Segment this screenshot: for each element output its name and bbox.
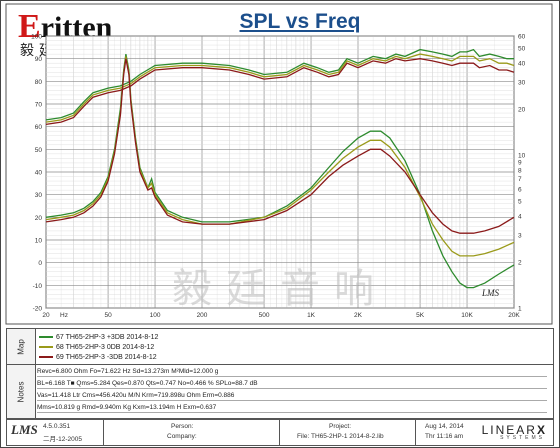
notes-tab[interactable]: Notes [7, 365, 36, 419]
left-tick-label: 0 [38, 260, 42, 267]
lms-logo: LMS [11, 422, 38, 437]
legend-swatch [39, 356, 53, 359]
legend-label: 69 TH65-2HP-3 -3DB 2014-8-12 [56, 354, 157, 361]
file-label: File: TH65-2HP-1 2014-8-2.lib [297, 433, 384, 440]
notes-panel: Notes Revc=6.800 Ohm Fo=71.622 Hz Sd=13.… [6, 364, 554, 420]
x-tick-label: 50 [104, 312, 112, 319]
legend-label: 68 TH65-2HP-3 0DB 2014-8-12 [56, 344, 155, 351]
note-rule [37, 400, 547, 401]
left-tick-label: 40 [35, 170, 43, 177]
right-tick-label: 6 [518, 186, 522, 193]
left-tick-label: -20 [33, 306, 43, 313]
x-tick-label: 500 [259, 312, 270, 319]
right-tick-label: 2 [518, 259, 522, 266]
note-rule [37, 376, 547, 377]
right-tick-label: 4 [518, 213, 522, 220]
left-tick-label: 30 [35, 192, 43, 199]
legend-entry[interactable]: 69 TH65-2HP-3 -3DB 2014-8-12 [39, 353, 157, 362]
left-tick-label: 50 [35, 147, 43, 154]
footer-divider [279, 419, 280, 445]
note-rule [37, 388, 547, 389]
x-tick-label: 100 [150, 312, 161, 319]
chart-title: SPL vs Freq [239, 10, 361, 33]
date-text: Aug 14, 2014 [425, 423, 464, 430]
left-tick-label: 90 [35, 56, 43, 63]
project-label: Project: [329, 423, 352, 430]
x-tick-label: 1K [307, 312, 316, 319]
left-tick-label: -10 [33, 283, 43, 290]
footer-bar: LMS 4.5.0.351 二月-12-2005 Person: Company… [6, 418, 554, 446]
right-tick-label: 3 [518, 233, 522, 240]
legend-label: 67 TH65-2HP-3 +3DB 2014-8-12 [56, 334, 159, 341]
x-tick-label: 10K [461, 312, 473, 319]
x-tick-label: 20 [42, 312, 50, 319]
left-tick-label: 70 [35, 102, 43, 109]
x-tick-label: 20K [508, 312, 520, 319]
note-line-text: BL=6.168 T■ Qms=5.284 Qes=0.870 Qts=0.74… [37, 380, 258, 387]
chart-svg: 1009080706050403020100-10-20605040302010… [5, 3, 553, 325]
right-tick-label: 40 [518, 60, 526, 67]
left-tick-label: 20 [35, 215, 43, 222]
version-date: 二月-12-2005 [43, 436, 83, 443]
right-tick-label: 30 [518, 80, 526, 87]
x-tick-label: 5K [416, 312, 425, 319]
right-tick-label: 1 [518, 306, 522, 313]
note-line-text: Vas=11.418 Ltr Cms=456.420u M/N Krm=719.… [37, 392, 235, 399]
left-tick-label: 10 [35, 238, 43, 245]
map-panel: Map 67 TH65-2HP-3 +3DB 2014-8-12 68 TH65-… [6, 328, 554, 366]
right-tick-label: 9 [518, 160, 522, 167]
version-text: 4.5.0.351 [43, 423, 71, 430]
time-text: Thr 11:16 am [425, 433, 464, 440]
chart-frame [5, 3, 553, 325]
chart-lms-mark: LMS [481, 288, 500, 298]
note-line-text: Revc=6.800 Ohm Fo=71.622 Hz Sd=13.273m M… [37, 368, 219, 375]
right-tick-label: 7 [518, 176, 522, 183]
x-tick-label: 200 [197, 312, 208, 319]
left-tick-label: 60 [35, 124, 43, 131]
linearx-logo: LINEARX [481, 423, 547, 437]
legend-entry[interactable]: 68 TH65-2HP-3 0DB 2014-8-12 [39, 343, 154, 352]
x-tick-label: 2K [354, 312, 363, 319]
map-tab[interactable]: Map [7, 329, 36, 365]
right-tick-label: 8 [518, 167, 522, 174]
right-tick-label: 50 [518, 46, 526, 53]
linearx-subtitle: SYSTEMS [500, 435, 545, 441]
right-tick-label: 20 [518, 106, 526, 113]
note-rule [37, 412, 547, 413]
legend-entry[interactable]: 67 TH65-2HP-3 +3DB 2014-8-12 [39, 333, 158, 342]
watermark-text: 毅廷音响 [172, 266, 388, 312]
legend-swatch [39, 346, 53, 349]
right-tick-label: 60 [518, 34, 526, 41]
right-tick-label: 5 [518, 199, 522, 206]
legend-swatch [39, 336, 53, 339]
footer-divider [103, 419, 104, 445]
company-label: Company: [167, 433, 197, 440]
x-unit-label: Hz [60, 312, 68, 319]
footer-divider [415, 419, 416, 445]
left-tick-label: 100 [31, 34, 42, 41]
series-spl-line [45, 58, 515, 126]
person-label: Person: [171, 423, 194, 430]
series-impedance-line [45, 58, 515, 234]
left-tick-label: 80 [35, 79, 43, 86]
right-tick-label: 10 [518, 153, 526, 160]
note-line-text: Mms=10.819 g Rmd=9.940m Kg Kxm=13.194m H… [37, 404, 217, 411]
